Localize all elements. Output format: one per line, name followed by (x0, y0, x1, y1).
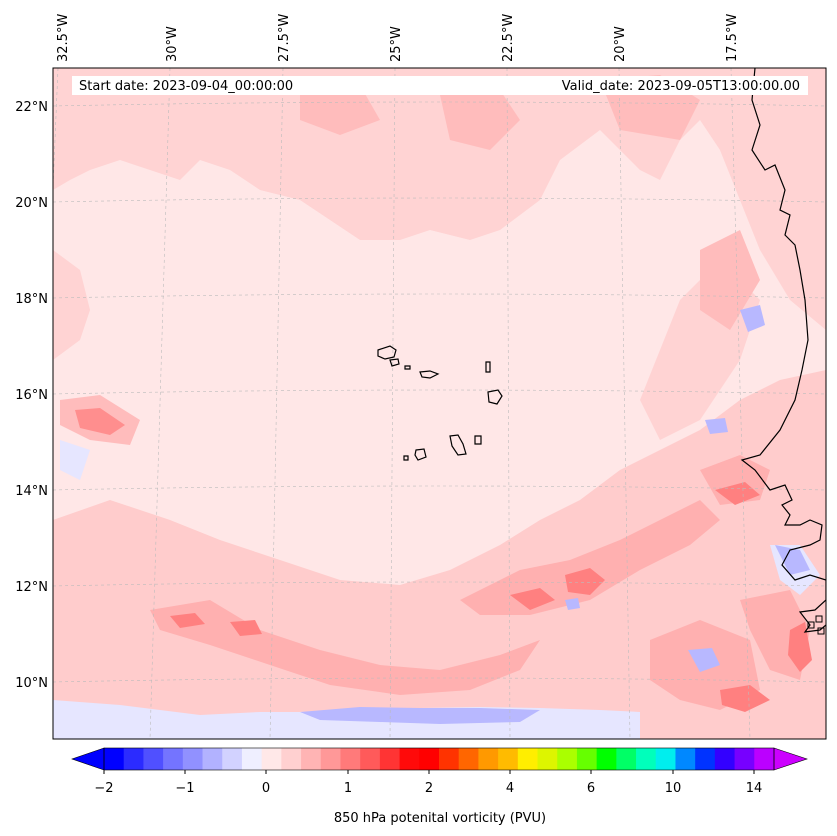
colorbar-frame (103, 747, 775, 771)
colorbar-segment (104, 748, 125, 770)
colorbar-tick-labels: −2 −1 0 1 2 4 6 10 14 (94, 781, 762, 796)
lat-label-20n: 20°N (15, 196, 48, 211)
cbar-tick-label: 10 (665, 781, 682, 796)
colorbar-segment (123, 748, 144, 770)
african-coastline (740, 68, 826, 633)
colorbar-ticks (103, 770, 755, 774)
colorbar-segment (143, 748, 164, 770)
colorbar-segment (241, 748, 263, 770)
colorbar-segment (695, 748, 716, 770)
colorbar-segment (636, 748, 657, 770)
header-box (72, 76, 808, 95)
colorbar-segment (182, 748, 203, 770)
lon-label-27-5w: 27.5°W (277, 14, 292, 62)
colorbar-segment (261, 748, 282, 770)
cbar-tick-label: 4 (506, 781, 514, 796)
lon-label-30w: 30°W (165, 26, 180, 62)
graticule (53, 68, 826, 739)
colorbar-segment (734, 748, 755, 770)
lat-label-10n: 10°N (15, 676, 48, 691)
colorbar-segment (202, 748, 223, 770)
colorbar-segment (478, 748, 499, 770)
island-sal (485, 361, 491, 373)
colorbar-segment (655, 748, 676, 770)
colorbar-segments (104, 748, 775, 770)
cbar-tick-label: 1 (344, 781, 352, 796)
colorbar: −2 −1 0 1 2 4 6 10 14 850 hPa potenital … (71, 747, 808, 826)
island-maio (474, 435, 482, 445)
cbar-tick-label: 14 (746, 781, 763, 796)
lon-label-22-5w: 22.5°W (501, 14, 516, 62)
lon-label-17-5w: 17.5°W (725, 14, 740, 62)
latitude-labels: 22°N 20°N 18°N 16°N 14°N 12°N 10°N (15, 100, 48, 691)
island-fogo (414, 448, 427, 461)
island-brava (403, 455, 409, 461)
island-santa-luzia (404, 365, 411, 370)
cape-verde-islands (377, 345, 503, 461)
start-date-text: Start date: 2023-09-04_00:00:00 (79, 79, 293, 94)
lon-label-25w: 25°W (389, 26, 404, 62)
colorbar-segment (616, 748, 637, 770)
island-boa-vista (487, 389, 503, 405)
colorbar-segment (458, 748, 479, 770)
lat-label-14n: 14°N (15, 484, 48, 499)
colorbar-segment (360, 748, 381, 770)
colorbar-segment (419, 748, 440, 770)
colorbar-segment (596, 748, 617, 770)
longitude-labels: 32.5°W 30°W 27.5°W 25°W 22.5°W 20°W 17.5… (56, 14, 740, 62)
colorbar-extend-high (773, 747, 808, 771)
pv-field-negative-strong (300, 305, 810, 724)
colorbar-segment (498, 748, 519, 770)
map-frame (52, 67, 827, 740)
cbar-tick-label: −1 (175, 781, 194, 796)
cbar-tick-label: 2 (425, 781, 433, 796)
colorbar-segment (281, 748, 302, 770)
pv-field-south-strong (170, 482, 812, 712)
colorbar-segment (576, 748, 598, 770)
lat-label-22n: 22°N (15, 100, 48, 115)
colorbar-label: 850 hPa potenital vorticity (PVU) (334, 811, 546, 826)
island-sao-vicente (389, 358, 400, 367)
pv-field-strong-west (75, 408, 125, 435)
cbar-tick-label: 0 (262, 781, 270, 796)
lon-label-32-5w: 32.5°W (56, 14, 71, 62)
colorbar-segment (517, 748, 538, 770)
colorbar-segment (537, 748, 558, 770)
valid-date-text: Valid_date: 2023-09-05T13:00:00.00 (562, 79, 800, 94)
lat-label-12n: 12°N (15, 580, 48, 595)
colorbar-segment (557, 748, 578, 770)
lat-label-18n: 18°N (15, 292, 48, 307)
map-panel: Start date: 2023-09-04_00:00:00 Valid_da… (53, 68, 826, 739)
lon-label-20w: 20°W (613, 26, 628, 62)
colorbar-segment (163, 748, 184, 770)
colorbar-segment (379, 748, 400, 770)
colorbar-segment (222, 748, 243, 770)
lat-label-16n: 16°N (15, 388, 48, 403)
island-santo-antao (377, 345, 397, 360)
colorbar-segment (714, 748, 735, 770)
colorbar-extend-low (71, 747, 105, 771)
colorbar-segment (301, 748, 322, 770)
island-sao-nicolau (419, 370, 440, 379)
island-bijagos (807, 615, 825, 635)
cbar-tick-label: −2 (94, 781, 113, 796)
colorbar-segment (675, 748, 696, 770)
cbar-tick-label: 6 (587, 781, 595, 796)
colorbar-segment (320, 748, 341, 770)
colorbar-segment (399, 748, 420, 770)
colorbar-segment (754, 748, 775, 770)
island-santiago (449, 434, 467, 456)
colorbar-segment (439, 748, 460, 770)
colorbar-segment (340, 748, 361, 770)
